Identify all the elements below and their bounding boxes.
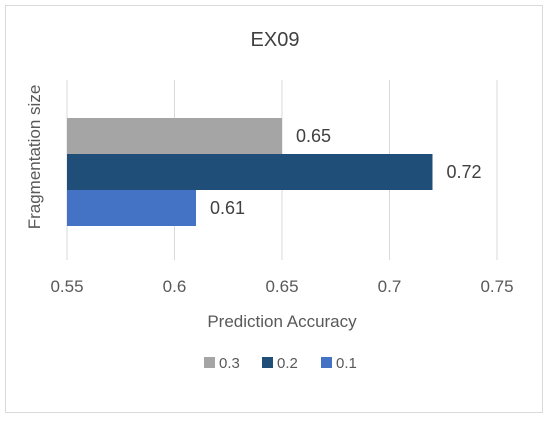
y-axis-title: Fragmentation size [25, 85, 44, 230]
bar-0.1 [67, 190, 196, 226]
x-tick-label: 0.65 [265, 277, 298, 296]
legend-swatch [204, 357, 215, 368]
bar-0.3 [67, 118, 282, 154]
data-label: 0.61 [210, 198, 245, 218]
chart-title: EX09 [251, 29, 300, 51]
x-tick-label: 0.6 [163, 277, 187, 296]
bars [67, 118, 433, 226]
x-axis-title: Prediction Accuracy [207, 312, 357, 331]
x-tick-label: 0.55 [50, 277, 83, 296]
legend-swatch [262, 357, 273, 368]
legend-label: 0.1 [336, 355, 357, 372]
x-axis-ticks: 0.55 0.6 0.65 0.7 0.75 [50, 277, 513, 296]
x-tick-label: 0.75 [480, 277, 513, 296]
data-labels: 0.65 0.72 0.61 [210, 126, 482, 218]
x-tick-label: 0.7 [378, 277, 402, 296]
legend: 0.3 0.2 0.1 [204, 355, 357, 372]
bar-0.2 [67, 154, 433, 190]
data-label: 0.72 [447, 162, 482, 182]
legend-label: 0.3 [219, 355, 240, 372]
legend-swatch [321, 357, 332, 368]
legend-label: 0.2 [277, 355, 298, 372]
data-label: 0.65 [296, 126, 331, 146]
